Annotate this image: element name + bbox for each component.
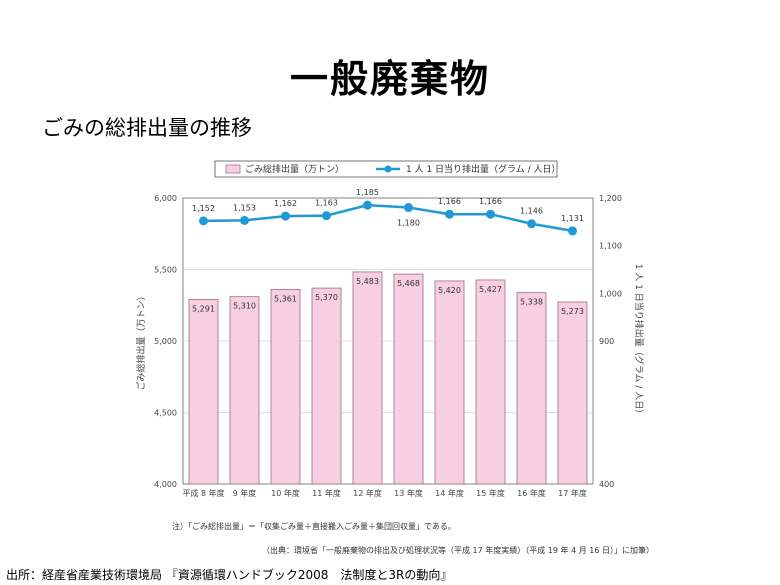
x-axis-ticks: 平成 8 年度 9 年度 10 年度 11 年度 12 年度 13 年度 14 年度 15 年…: [182, 488, 586, 498]
line-value-label: 1,146: [520, 207, 543, 216]
x-tick-label: 13 年度: [394, 488, 423, 498]
bar: [311, 287, 342, 485]
bar-series: [188, 271, 588, 485]
legend-bar-label: ごみ総排出量（万トン）: [245, 163, 344, 175]
line-data-labels: 1,152 1,153 1,162 1,163 1,185 1,180 1,166 1,166…: [192, 188, 584, 227]
line-point: [240, 215, 249, 225]
right-tick-label: 1,000: [599, 289, 622, 298]
line-point: [568, 226, 577, 236]
x-tick-label: 12 年度: [353, 488, 382, 498]
x-tick-label: 平成 8 年度: [182, 488, 224, 498]
line-point: [486, 209, 495, 219]
right-tick-label: 1,100: [599, 242, 622, 251]
bar: [393, 273, 424, 485]
right-tick-label: 1,200: [599, 194, 622, 203]
left-axis-ticks: 4,000 4,500 5,000 5,500 6,000: [154, 194, 177, 489]
footnote-definition: 注）「ごみ総排出量」＝「収集ごみ量＋直接搬入ごみ量＋集団回収量」である。: [172, 522, 456, 531]
page-title: 一般廃棄物: [289, 57, 490, 101]
line-point: [322, 211, 331, 221]
left-tick-label: 4,000: [154, 480, 177, 489]
line-value-label: 1,153: [233, 203, 256, 212]
footnote-source: （出典：環境省「一般廃棄物の排出及び処理状況等（平成 17 年度実績）（平成 1…: [262, 546, 654, 555]
x-tick-label: 10 年度: [271, 488, 300, 498]
line-value-label: 1,162: [274, 199, 297, 208]
line-value-label: 1,166: [438, 197, 461, 206]
legend-line-marker: [384, 165, 392, 173]
bar-data-labels: 5,291 5,310 5,361 5,370 5,483 5,468 5,420 5,427…: [192, 277, 584, 316]
x-tick-label: 14 年度: [435, 488, 464, 498]
bar-value-label: 5,370: [315, 293, 338, 302]
left-axis-label: ごみ総排出量（万トン）: [135, 291, 147, 390]
bar: [352, 271, 383, 485]
bar-value-label: 5,361: [274, 294, 297, 303]
line-point: [404, 203, 413, 213]
line-series: [199, 200, 577, 236]
right-tick-label: 900: [599, 337, 614, 346]
left-tick-label: 5,500: [154, 266, 177, 275]
bar: [270, 288, 301, 485]
right-tick-label: 400: [599, 480, 614, 489]
left-tick-label: 6,000: [154, 194, 177, 203]
line-value-label: 1,166: [479, 197, 502, 206]
line-value-label: 1,185: [356, 188, 379, 197]
bar-value-label: 5,468: [397, 279, 420, 288]
bar-value-label: 5,427: [479, 285, 502, 294]
bar-value-label: 5,291: [192, 304, 215, 313]
x-tick-label: 17 年度: [558, 488, 587, 498]
bar: [434, 280, 465, 485]
x-tick-label: 16 年度: [517, 488, 546, 498]
line-value-label: 1,180: [397, 219, 420, 228]
line-point: [281, 211, 290, 221]
bar-value-label: 5,483: [356, 277, 379, 286]
bar: [229, 296, 260, 485]
line-value-label: 1,163: [315, 199, 338, 208]
legend-bar-swatch: [225, 164, 241, 174]
line-point: [445, 209, 454, 219]
bar: [516, 292, 547, 485]
bar-value-label: 5,273: [561, 307, 584, 316]
line-value-label: 1,131: [561, 214, 584, 223]
bar: [188, 298, 219, 485]
right-axis-label: 1 人 1 日当り排出量（グラム / 人日）: [633, 264, 645, 419]
series-line: [203, 203, 573, 233]
line-point: [527, 219, 536, 229]
x-tick-label: 9 年度: [233, 488, 257, 498]
bar-value-label: 5,420: [438, 286, 461, 295]
line-point: [199, 216, 208, 226]
x-tick-label: 11 年度: [312, 488, 341, 498]
left-tick-label: 5,000: [154, 337, 177, 346]
source-credit: 出所：経産省産業技術環境局 『資源循環ハンドブック2008 法制度と3Rの動向』: [6, 568, 453, 582]
right-axis-ticks: 400 900 1,000 1,100 1,200: [599, 194, 622, 489]
legend-line-label: 1 人 1 日当り排出量（グラム / 人日）: [406, 163, 561, 175]
legend: ごみ総排出量（万トン） 1 人 1 日当り排出量（グラム / 人日）: [214, 160, 561, 178]
left-tick-label: 4,500: [154, 409, 177, 418]
bar: [475, 279, 506, 485]
line-value-label: 1,152: [192, 204, 215, 213]
line-point: [363, 200, 372, 210]
x-tick-label: 15 年度: [476, 488, 505, 498]
chart-heading: ごみの総排出量の推移: [42, 116, 252, 140]
bar-value-label: 5,310: [233, 302, 256, 311]
bar-value-label: 5,338: [520, 298, 543, 307]
bar: [557, 301, 588, 485]
